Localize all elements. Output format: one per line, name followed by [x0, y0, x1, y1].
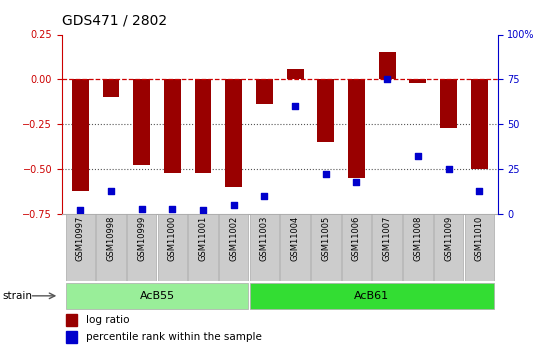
Bar: [127, 214, 157, 281]
Text: GSM10999: GSM10999: [137, 216, 146, 261]
Bar: [195, 79, 211, 172]
Bar: [66, 214, 95, 281]
Bar: [96, 214, 126, 281]
Bar: [280, 214, 310, 281]
Text: GSM11003: GSM11003: [260, 216, 269, 261]
Text: GSM11005: GSM11005: [321, 216, 330, 261]
Text: strain: strain: [3, 291, 33, 301]
Bar: [188, 214, 218, 281]
Bar: [250, 283, 494, 309]
Bar: [372, 214, 402, 281]
Text: AcB61: AcB61: [354, 291, 390, 301]
Bar: [66, 314, 77, 326]
Bar: [471, 79, 487, 169]
Point: [322, 172, 330, 177]
Bar: [103, 79, 119, 97]
Text: GSM11002: GSM11002: [229, 216, 238, 261]
Text: AcB55: AcB55: [139, 291, 174, 301]
Bar: [379, 52, 395, 79]
Text: GSM11008: GSM11008: [413, 216, 422, 261]
Text: GSM11010: GSM11010: [475, 216, 484, 261]
Text: GSM11004: GSM11004: [291, 216, 300, 261]
Text: log ratio: log ratio: [86, 315, 129, 325]
Text: GSM11001: GSM11001: [199, 216, 208, 261]
Bar: [440, 79, 457, 128]
Bar: [287, 69, 303, 79]
Bar: [256, 79, 273, 105]
Text: GSM11007: GSM11007: [383, 216, 392, 261]
Text: GDS471 / 2802: GDS471 / 2802: [62, 13, 167, 28]
Bar: [164, 79, 181, 172]
Point: [291, 104, 300, 109]
Bar: [464, 214, 494, 281]
Bar: [66, 331, 77, 343]
Point: [352, 179, 361, 184]
Bar: [133, 79, 150, 166]
Text: GSM10998: GSM10998: [107, 216, 116, 261]
Bar: [158, 214, 187, 281]
Text: GSM11009: GSM11009: [444, 216, 453, 261]
Point: [475, 188, 484, 193]
Point: [107, 188, 115, 193]
Text: GSM11006: GSM11006: [352, 216, 361, 261]
Point: [414, 154, 422, 159]
Bar: [348, 79, 365, 178]
Point: [444, 166, 453, 172]
Bar: [219, 214, 249, 281]
Point: [229, 202, 238, 208]
Point: [383, 77, 392, 82]
Bar: [225, 79, 242, 187]
Bar: [342, 214, 371, 281]
Point: [76, 208, 84, 213]
Point: [199, 208, 207, 213]
Bar: [250, 214, 279, 281]
Bar: [311, 214, 341, 281]
Bar: [434, 214, 463, 281]
Text: percentile rank within the sample: percentile rank within the sample: [86, 333, 261, 342]
Point: [137, 206, 146, 211]
Text: GSM10997: GSM10997: [76, 216, 85, 261]
Point: [260, 193, 268, 199]
Point: [168, 206, 176, 211]
Bar: [66, 283, 249, 309]
Text: GSM11000: GSM11000: [168, 216, 177, 261]
Bar: [317, 79, 334, 142]
Bar: [409, 79, 426, 83]
Bar: [72, 79, 89, 190]
Bar: [403, 214, 433, 281]
